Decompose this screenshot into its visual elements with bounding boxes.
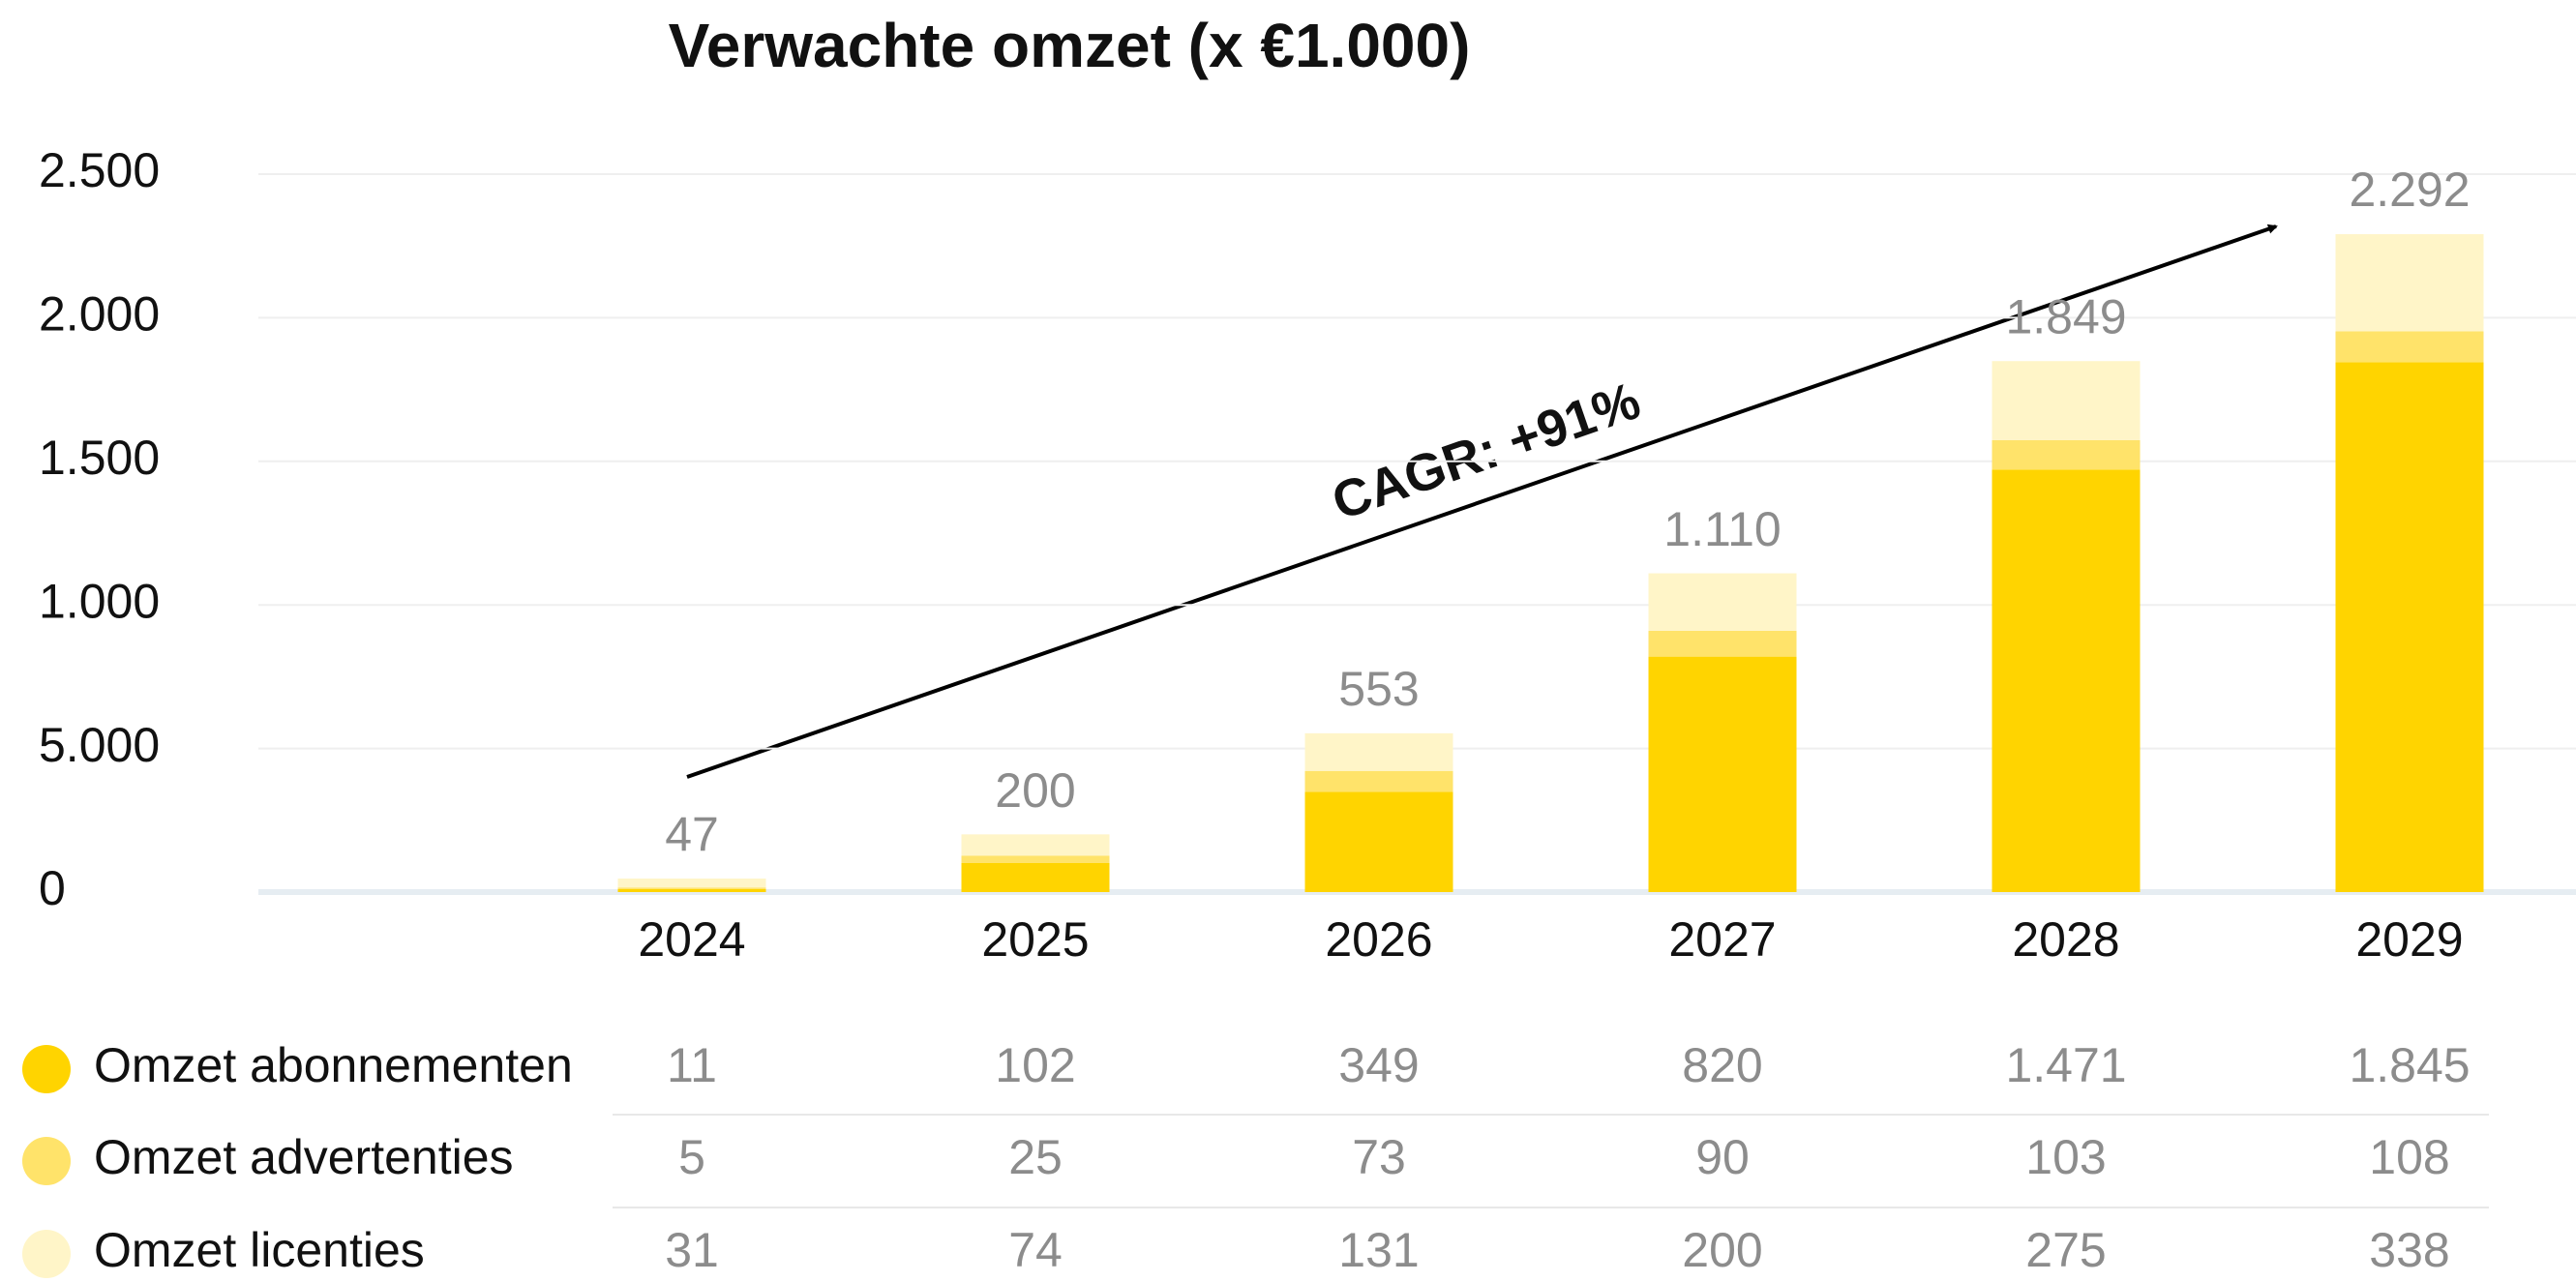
bar-segment — [961, 855, 1110, 863]
x-tick-label: 2027 — [1668, 912, 1776, 967]
y-tick-label: 0 — [39, 861, 66, 915]
x-tick-label: 2026 — [1325, 912, 1432, 967]
bar-segment — [1648, 630, 1797, 657]
x-tick-label: 2029 — [2355, 912, 2463, 967]
table-value: 338 — [2369, 1223, 2449, 1277]
legend-swatch — [22, 1137, 71, 1185]
bar-segment — [617, 887, 766, 889]
bar-segment — [1992, 469, 2141, 892]
bar-segment — [2335, 362, 2484, 892]
legend-label: Omzet abonnementen — [94, 1038, 573, 1092]
bar-segment — [617, 888, 766, 892]
table-value: 820 — [1682, 1038, 1762, 1092]
bar-segment — [1304, 732, 1453, 771]
y-tick-label: 2.000 — [39, 287, 160, 342]
legend-label: Omzet advertenties — [94, 1130, 514, 1184]
table-value: 90 — [1695, 1130, 1750, 1184]
total-label: 1.849 — [2005, 289, 2126, 343]
table-value: 73 — [1352, 1130, 1406, 1184]
table-value: 25 — [1008, 1130, 1063, 1184]
table-value: 108 — [2369, 1130, 2449, 1184]
bar-segment — [1648, 656, 1797, 892]
y-tick-label: 1.500 — [39, 431, 160, 485]
legend-swatch — [22, 1045, 71, 1093]
total-label: 1.110 — [1663, 502, 1781, 556]
bar-segment — [1648, 573, 1797, 631]
table-value: 200 — [1682, 1223, 1762, 1277]
annotation: CAGR: +91% — [1325, 372, 1647, 531]
bar-segment — [1304, 770, 1453, 792]
y-tick-label: 2.500 — [39, 143, 160, 197]
table-value: 11 — [667, 1038, 717, 1092]
bar-segment — [1992, 361, 2141, 440]
y-tick-label: 5.000 — [39, 718, 160, 772]
table-value: 1.845 — [2349, 1038, 2470, 1092]
bar-segment — [2335, 331, 2484, 363]
chart-title: Verwachte omzet (x €1.000) — [669, 11, 1471, 80]
bar-segment — [1992, 439, 2141, 470]
table-value: 5 — [678, 1130, 705, 1184]
bar-segment — [617, 879, 766, 888]
table-value: 74 — [1008, 1223, 1063, 1277]
table-value: 275 — [2025, 1223, 2106, 1277]
bar-segment — [961, 862, 1110, 892]
total-label: 2.292 — [2349, 163, 2470, 217]
total-label: 200 — [995, 763, 1075, 818]
table-value: 102 — [995, 1038, 1075, 1092]
table-value: 1.471 — [2005, 1038, 2126, 1092]
x-tick-label: 2025 — [981, 912, 1089, 967]
bar-segment — [961, 834, 1110, 856]
y-tick-label: 1.000 — [39, 574, 160, 628]
table-value: 31 — [665, 1223, 719, 1277]
total-label: 553 — [1338, 662, 1419, 716]
table-value: 131 — [1338, 1223, 1419, 1277]
table-value: 103 — [2025, 1130, 2106, 1184]
x-tick-label: 2028 — [2012, 912, 2119, 967]
legend-label: Omzet licenties — [94, 1223, 425, 1277]
x-tick-label: 2024 — [638, 912, 745, 967]
table-value: 349 — [1338, 1038, 1419, 1092]
legend-swatch — [22, 1230, 71, 1278]
bar-segment — [1304, 791, 1453, 892]
bar-segment — [2335, 234, 2484, 332]
total-label: 47 — [665, 807, 719, 861]
